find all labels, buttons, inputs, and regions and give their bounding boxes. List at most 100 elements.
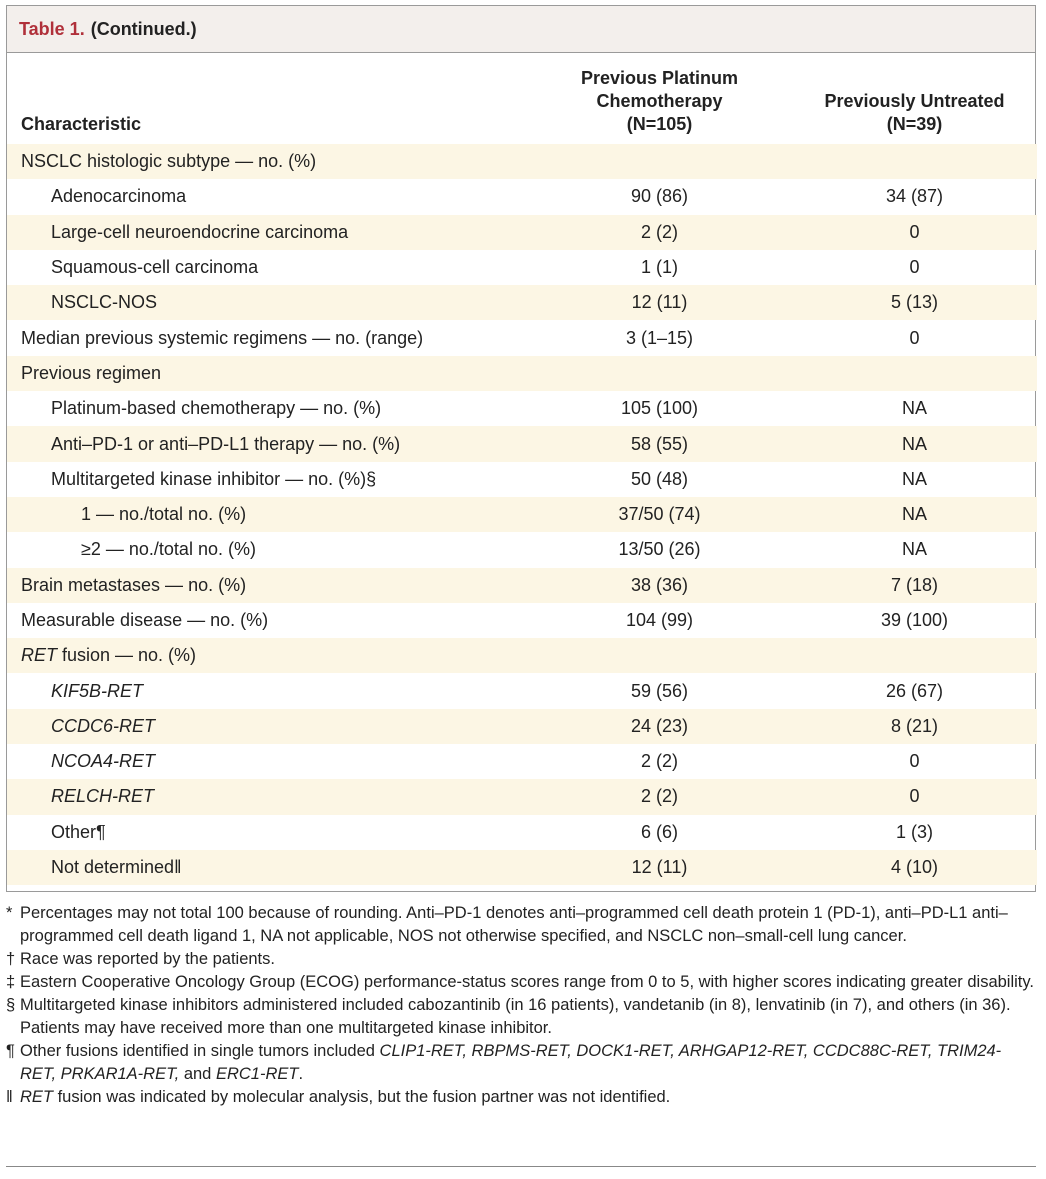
cell-previous-platinum — [527, 638, 792, 674]
table-row: ≥2 — no./total no. (%) 13/50 (26) NA — [7, 532, 1037, 567]
row-label: 1 — no./total no. (%) — [7, 496, 527, 533]
cell-previous-platinum: 1 (1) — [640, 257, 678, 278]
table-row: Platinum-based chemotherapy — no. (%) 105… — [7, 391, 1037, 426]
row-label: Adenocarcinoma — [51, 186, 187, 207]
table-row: RELCH-RET 2 (2) 0 — [7, 779, 1037, 815]
footnote-mark: ‡ — [6, 973, 16, 991]
cell-previously-untreated: NA — [901, 398, 927, 419]
cell-previous-platinum: 12 (11) — [527, 285, 792, 321]
table-row: KIF5B-RET 59 (56) 26 (67) — [7, 673, 1037, 708]
cell-previously-untreated — [792, 355, 1037, 392]
cell-previously-untreated: NA — [792, 496, 1037, 533]
table-title-bar: Table 1. (Continued.) — [7, 6, 1035, 53]
cell-previous-platinum: 6 (6) — [640, 821, 678, 842]
table-row: Previous regimen — [7, 355, 1037, 392]
header-col3-line2: (N=39) — [886, 114, 943, 134]
cell-previous-platinum: 12 (11) — [527, 849, 792, 886]
row-label: Anti–PD-1 or anti–PD-L1 therapy — no. (%… — [7, 426, 527, 462]
cell-previously-untreated: NA — [901, 539, 927, 560]
table-row: Median previous systemic regimens — no. … — [7, 320, 1037, 355]
table-row: Measurable disease — no. (%) 104 (99) 39 (… — [7, 603, 1037, 638]
footnote-mark: ‖ — [6, 1088, 13, 1106]
cell-previous-platinum: 2 (2) — [527, 779, 792, 815]
row-label: RET fusion — no. (%) — [7, 638, 527, 674]
cell-previous-platinum — [527, 144, 792, 180]
cell-previously-untreated: 1 (3) — [895, 821, 933, 842]
cell-previous-platinum: 24 (23) — [527, 708, 792, 745]
table-header-row: Characteristic Previous Platinum Chemoth… — [7, 53, 1037, 144]
cell-previous-platinum: 13/50 (26) — [618, 539, 701, 560]
row-label: Other¶ — [51, 821, 106, 842]
table-row: Not determined‖ 12 (11) 4 (10) — [7, 849, 1037, 886]
row-label: Platinum-based chemotherapy — no. (%) — [51, 398, 382, 419]
footnote: ¶ Other fusions identified in single tumo… — [6, 1040, 1036, 1086]
table-row: NSCLC-NOS 12 (11) 5 (13) — [7, 285, 1037, 321]
cell-previous-platinum: 58 (55) — [527, 426, 792, 462]
row-label: Not determined‖ — [7, 849, 527, 886]
header-previously-untreated: Previously Untreated (N=39) — [792, 53, 1037, 144]
footnote-mark: † — [6, 950, 16, 968]
row-label: CCDC6-RET — [7, 708, 527, 745]
cell-previous-platinum: 3 (1–15) — [625, 327, 694, 348]
row-label: KIF5B-RET — [51, 680, 144, 701]
table-row: Brain metastases — no. (%) 38 (36) 7 (18) — [7, 567, 1037, 603]
footnote-mark: * — [6, 904, 13, 922]
row-label: ≥2 — no./total no. (%) — [81, 539, 256, 560]
row-label: Previous regimen — [7, 355, 527, 392]
header-col2-line3: (N=105) — [626, 114, 693, 134]
cell-previously-untreated: 0 — [909, 257, 920, 278]
header-col3-line1: Previously Untreated — [824, 91, 1005, 111]
cell-previous-platinum: 104 (99) — [625, 610, 694, 630]
table-row: RET fusion — no. (%) — [7, 638, 1037, 674]
cell-previously-untreated: 0 — [909, 327, 920, 348]
cell-previous-platinum: 2 (2) — [527, 214, 792, 250]
row-label: NCOA4-RET — [51, 751, 156, 772]
footnote-text: Eastern Cooperative Oncology Group (ECOG… — [20, 973, 1034, 991]
table-frame: Table 1. (Continued.) Characteristic Pre… — [6, 5, 1037, 892]
header-previous-platinum: Previous Platinum Chemotherapy (N=105) — [527, 53, 792, 144]
row-label: NSCLC histologic subtype — no. (%) — [7, 144, 527, 180]
cell-previous-platinum — [527, 355, 792, 392]
footnote-mark: § — [6, 996, 16, 1014]
cell-previously-untreated: 8 (21) — [792, 708, 1037, 745]
cell-previous-platinum: 37/50 (74) — [527, 496, 792, 533]
cell-previous-platinum: 90 (86) — [630, 186, 689, 207]
row-label: RELCH-RET — [7, 779, 527, 815]
cell-previously-untreated — [792, 144, 1037, 180]
table-row: 1 — no./total no. (%) 37/50 (74) NA — [7, 496, 1037, 533]
cell-previously-untreated: 34 (87) — [885, 186, 944, 207]
characteristics-table: Characteristic Previous Platinum Chemoth… — [7, 53, 1037, 886]
table-row: Anti–PD-1 or anti–PD-L1 therapy — no. (%… — [7, 426, 1037, 462]
footnote: † Race was reported by the patients. — [6, 948, 1036, 971]
footnote-text: Multitargeted kinase inhibitors administ… — [20, 996, 1011, 1037]
cell-previous-platinum: 105 (100) — [620, 398, 699, 419]
table-row: CCDC6-RET 24 (23) 8 (21) — [7, 708, 1037, 745]
table-footnotes: * Percentages may not total 100 because o… — [6, 902, 1036, 1109]
table-row: Multitargeted kinase inhibitor — no. (%)… — [7, 462, 1037, 497]
table-row: Other¶ 6 (6) 1 (3) — [7, 815, 1037, 850]
footnote: ‡ Eastern Cooperative Oncology Group (ECO… — [6, 971, 1036, 994]
header-col2-line1: Previous Platinum — [580, 68, 739, 88]
table-row: Squamous-cell carcinoma 1 (1) 0 — [7, 250, 1037, 285]
row-label: Brain metastases — no. (%) — [7, 567, 527, 603]
footnote-text: Race was reported by the patients. — [20, 950, 275, 968]
table-row: NCOA4-RET 2 (2) 0 — [7, 744, 1037, 779]
footnote-mark: ¶ — [6, 1042, 15, 1060]
footnote: * Percentages may not total 100 because o… — [6, 902, 1036, 948]
header-characteristic: Characteristic — [21, 114, 142, 134]
row-label: Median previous systemic regimens — no. … — [21, 327, 424, 348]
cell-previously-untreated: 26 (67) — [885, 680, 944, 701]
row-label: Measurable disease — no. (%) — [21, 610, 269, 630]
cell-previous-platinum: 38 (36) — [527, 567, 792, 603]
cell-previously-untreated: 0 — [792, 214, 1037, 250]
footnote-text: Other fusions identified in single tumor… — [20, 1042, 1002, 1083]
cell-previously-untreated: 7 (18) — [792, 567, 1037, 603]
cell-previous-platinum: 2 (2) — [640, 751, 678, 772]
cell-previously-untreated — [792, 638, 1037, 674]
bottom-divider — [6, 1166, 1036, 1167]
row-label: NSCLC-NOS — [7, 285, 527, 321]
cell-previously-untreated: 5 (13) — [792, 285, 1037, 321]
header-col2-line2: Chemotherapy — [596, 91, 723, 111]
row-label: Multitargeted kinase inhibitor — no. (%)… — [51, 468, 377, 489]
footnote: ‖ RET fusion was indicated by molecular a… — [6, 1086, 1036, 1109]
